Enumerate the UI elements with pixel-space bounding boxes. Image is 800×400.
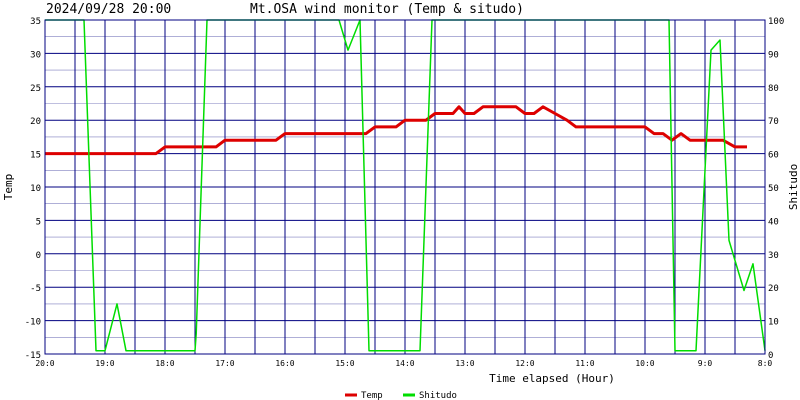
grid [44,19,766,355]
chart-timestamp: 2024/09/28 20:00 [46,2,171,17]
x-tick-label: 20:0 [35,359,54,368]
x-tick-label: 15:0 [335,359,354,368]
y-right-tick-label: 30 [768,251,779,261]
y-left-tick-label: 5 [36,217,41,227]
x-tick-label: 18:0 [155,359,174,368]
y-axis-right-label: Shitudo [787,164,800,210]
y-left-tick-label: 30 [30,50,41,60]
x-tick-label: 10:0 [635,359,654,368]
y-left-tick-label: -15 [25,351,41,361]
y-right-tick-label: 70 [768,117,779,127]
y-right-tick-label: 100 [768,17,784,27]
y-right-tick-label: 50 [768,184,779,194]
temp-series-line [45,105,747,156]
x-tick-label: 17:0 [215,359,234,368]
x-tick-label: 9:0 [698,359,713,368]
series-lines [45,19,766,352]
legend-shitudo-label: Shitudo [419,391,457,400]
y-left-tick-label: 25 [30,84,41,94]
x-tick-label: 19:0 [95,359,114,368]
chart-title: Mt.OSA wind monitor (Temp & situdo) [250,2,524,17]
y-right-tick-label: 40 [768,217,779,227]
x-tick-label: 16:0 [275,359,294,368]
legend: Temp Shitudo [345,391,457,400]
y-left-tick-label: 20 [30,117,41,127]
y-left-tick-label: 10 [30,184,41,194]
x-tick-label: 14:0 [395,359,414,368]
legend-temp-label: Temp [361,391,383,400]
y-right-tick-label: 80 [768,84,779,94]
x-axis-label: Time elapsed (Hour) [489,372,615,385]
x-tick-label: 13:0 [455,359,474,368]
y-left-tick-label: 0 [36,251,41,261]
y-axis-left-ticks: 35 30 25 20 15 10 5 0 -5 -10 -15 [25,17,41,361]
y-right-tick-label: 0 [768,351,773,361]
y-left-tick-label: 35 [30,17,41,27]
x-tick-label: 12:0 [515,359,534,368]
y-axis-left-label: Temp [2,174,15,201]
shitudo-series-line [45,19,766,352]
y-left-tick-label: -5 [30,284,41,294]
x-tick-label: 8:0 [758,359,773,368]
y-left-tick-label: 15 [30,151,41,161]
y-right-tick-label: 20 [768,284,779,294]
x-tick-label: 11:0 [575,359,594,368]
y-right-tick-label: 90 [768,50,779,60]
x-axis-ticks: 20:0 19:0 18:0 17:0 16:0 15:0 14:0 13:0 12:0 11:0… [35,359,772,368]
y-right-tick-label: 60 [768,151,779,161]
plot-frame [44,19,766,355]
y-right-tick-label: 10 [768,318,779,328]
y-left-tick-label: -10 [25,318,41,328]
